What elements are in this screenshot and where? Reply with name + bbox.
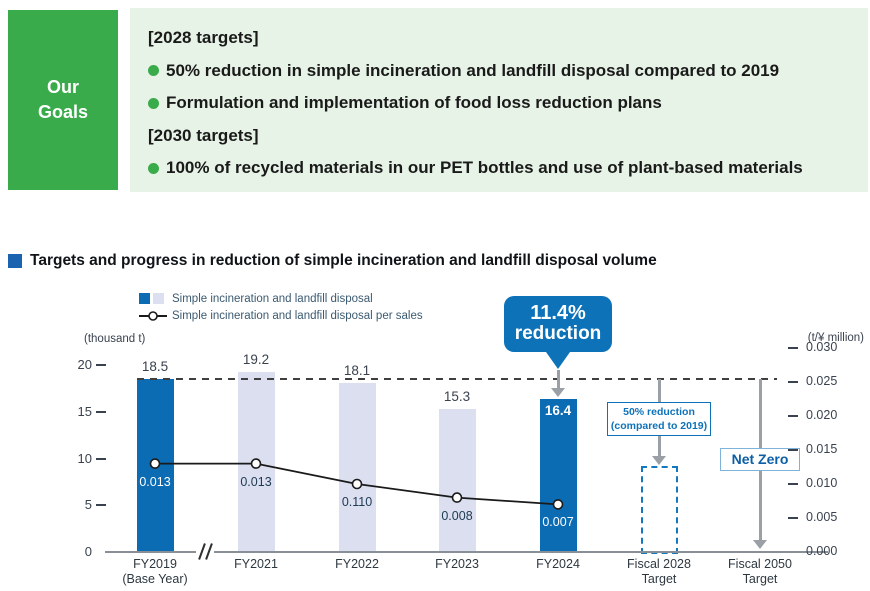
target-2028-arrow-head bbox=[652, 455, 666, 465]
left-tick-label: 0 bbox=[84, 544, 92, 559]
x-axis-label-fy2022: FY2022 bbox=[335, 557, 379, 571]
left-tick-label: 15 bbox=[77, 403, 92, 419]
bullet-icon bbox=[148, 65, 159, 77]
legend-item-bars: Simple incineration and landfill disposa… bbox=[139, 290, 423, 307]
trend-line bbox=[149, 458, 564, 510]
x-axis-label-fy2023: FY2023 bbox=[435, 557, 479, 571]
right-tick-label: 0.015 bbox=[806, 442, 838, 456]
per-sales-label: 0.013 bbox=[240, 474, 272, 489]
right-axis-title: (t/¥ million) bbox=[807, 332, 864, 344]
goals-header-2028: [2028 targets] bbox=[148, 28, 259, 48]
right-tick-label: 0.005 bbox=[806, 510, 838, 524]
bar-fy2023 bbox=[438, 408, 476, 552]
chart-area: Simple incineration and landfill disposa… bbox=[0, 285, 870, 591]
bullet-icon bbox=[148, 162, 159, 174]
annotation-box-2028: 50% reduction (compared to 2019) bbox=[607, 402, 711, 436]
target-outline-bar bbox=[640, 465, 678, 554]
reference-dashed-line bbox=[137, 378, 777, 381]
left-tick-dash bbox=[96, 457, 106, 460]
per-sales-label: 0.110 bbox=[341, 495, 373, 509]
bar-fy2021 bbox=[237, 372, 275, 552]
x-axis-label-fy2021: FY2021 bbox=[234, 557, 278, 571]
bar-value-label: 15.3 bbox=[443, 388, 471, 404]
right-tick-label: 0.000 bbox=[806, 544, 838, 558]
chart-legend: Simple incineration and landfill disposa… bbox=[139, 290, 423, 324]
bar-fy2019 bbox=[136, 379, 174, 552]
bar-value-label: 16.4 bbox=[544, 402, 572, 418]
annotation-box-net-zero: Net Zero bbox=[720, 448, 800, 471]
right-tick-label: 0.030 bbox=[806, 340, 838, 354]
goals-bullet-3: 100% of recycled materials in our PET bo… bbox=[148, 152, 868, 185]
goals-header-2030: [2030 targets] bbox=[148, 125, 259, 145]
bar-fy2022 bbox=[338, 382, 376, 552]
bullet-icon bbox=[148, 97, 159, 109]
bar-value-label: 19.2 bbox=[242, 352, 270, 368]
legend-label-line: Simple incineration and landfill disposa… bbox=[172, 309, 423, 322]
right-tick-dash bbox=[788, 449, 798, 451]
goals-bullet-1: 50% reduction in simple incineration and… bbox=[148, 55, 868, 88]
reduction-callout: 11.4% reduction bbox=[504, 296, 612, 369]
line-series-legend-icon bbox=[139, 310, 167, 321]
x-axis-label-fy2024: FY2024 bbox=[536, 557, 580, 571]
x-axis-label-fiscal-2028: Fiscal 2028 Target bbox=[627, 557, 691, 586]
goals-bullet-2: Formulation and implementation of food l… bbox=[148, 87, 868, 120]
goals-panel: [2028 targets] 50% reduction in simple i… bbox=[130, 8, 868, 192]
left-tick-label: 10 bbox=[77, 450, 92, 466]
per-sales-label: 0.008 bbox=[441, 508, 473, 523]
bar-light-swatch-icon bbox=[153, 293, 164, 304]
right-tick-label: 0.010 bbox=[806, 476, 838, 490]
x-axis-line bbox=[105, 551, 828, 553]
right-tick-dash bbox=[788, 483, 798, 485]
left-tick-dash bbox=[96, 504, 106, 507]
chart-section-title: Targets and progress in reduction of sim… bbox=[8, 252, 657, 270]
x-axis-label-fiscal-2050: Fiscal 2050 Target bbox=[728, 557, 792, 586]
title-square-icon bbox=[8, 254, 22, 268]
bar-value-label: 18.5 bbox=[141, 359, 169, 375]
chart-title-text: Targets and progress in reduction of sim… bbox=[30, 252, 657, 269]
per-sales-label: 0.007 bbox=[542, 515, 574, 530]
left-tick-dash bbox=[96, 364, 106, 366]
callout-arrow-shaft bbox=[556, 370, 560, 388]
right-tick-dash bbox=[788, 415, 798, 417]
callout-line1: 11.4% bbox=[530, 302, 586, 324]
left-tick-label: 5 bbox=[84, 497, 92, 513]
per-sales-label: 0.013 bbox=[139, 474, 171, 489]
right-tick-label: 0.025 bbox=[806, 374, 838, 388]
our-goals-box: Our Goals bbox=[8, 10, 118, 190]
right-tick-label: 0.020 bbox=[806, 408, 838, 422]
our-goals-label-line1: Our bbox=[46, 77, 79, 97]
legend-item-line: Simple incineration and landfill disposa… bbox=[139, 307, 423, 324]
x-axis-label-fy2019: FY2019 (Base Year) bbox=[122, 557, 188, 586]
right-tick-dash bbox=[788, 381, 798, 383]
legend-label-bars: Simple incineration and landfill disposa… bbox=[172, 292, 373, 305]
right-tick-dash bbox=[788, 517, 798, 519]
bar-value-label: 18.1 bbox=[343, 362, 371, 378]
left-tick-dash bbox=[96, 410, 106, 413]
bar-dark-swatch-icon bbox=[139, 293, 150, 304]
target-2050-arrow-head bbox=[753, 540, 767, 549]
callout-line2: reduction bbox=[514, 323, 602, 344]
left-axis-title: (thousand t) bbox=[84, 333, 146, 345]
right-tick-dash bbox=[788, 347, 798, 349]
callout-arrow-head bbox=[551, 388, 565, 397]
left-tick-label: 20 bbox=[77, 357, 92, 372]
our-goals-label-line2: Goals bbox=[37, 102, 89, 122]
